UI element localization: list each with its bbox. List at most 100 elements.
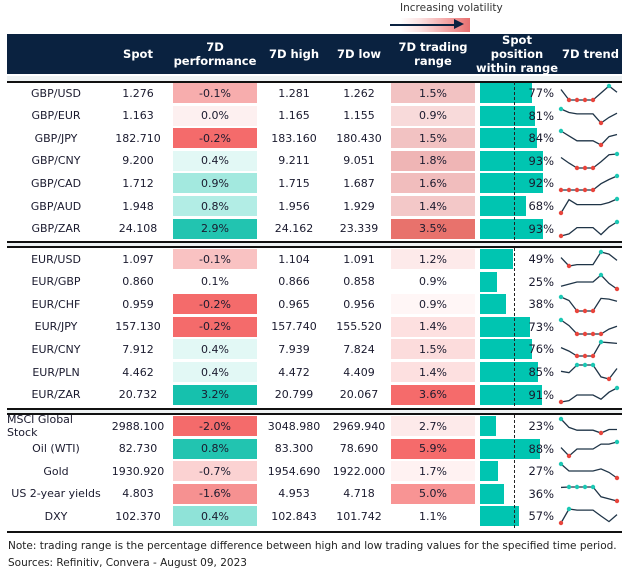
position-bar [480,438,540,459]
high-value: 183.160 [271,131,317,145]
low-value: 1.091 [343,252,375,266]
position-label: 23% [528,419,554,433]
sparkline [560,151,620,170]
performance-cell: 0.0% [173,105,257,126]
spot-value: 1.948 [122,199,154,213]
sparkline [558,294,618,314]
trading-range-cell: 1.5% [391,128,475,149]
high-value: 4.472 [278,365,310,379]
trend-cell [556,272,622,292]
low-value: 2969.940 [332,419,386,433]
min-marker [558,210,564,216]
position-bar [480,218,544,239]
sparkline [560,83,618,103]
sparkline-path [560,296,618,312]
trading-range-cell: 5.0% [391,483,475,504]
volatility-legend-label: Increasing volatility [400,2,503,14]
trend-cell [556,484,622,504]
min-marker [598,430,604,436]
asset-name: GBP/ZAR [31,222,81,236]
high-value: 83.300 [274,442,314,456]
performance-cell: -0.1% [173,83,257,103]
max-marker [582,484,588,489]
trend-cell [556,362,622,382]
spot-position-cell: 25% [478,271,556,292]
low-value: 1.687 [343,176,375,190]
arrow-right-icon [390,24,458,26]
asset-name: EUR/JPY [34,320,78,334]
high-value: 4.953 [278,487,310,501]
section-spacer [7,241,622,247]
max-marker [574,362,580,368]
asset-name: Oil (WTI) [32,442,80,456]
sparkline [558,461,620,481]
high-value: 20.799 [274,388,314,402]
position-bar [480,173,543,194]
sparkline [560,362,618,382]
min-marker [574,188,580,193]
sparkline-path [560,153,618,169]
spot-position-cell: 49% [478,249,556,269]
spot-value: 24.108 [118,222,158,236]
position-bar [480,150,544,171]
asset-name: DXY [44,509,68,523]
position-bar [480,384,542,405]
high-value: 3048.980 [267,419,321,433]
high-value: 9.211 [278,154,310,168]
spot-position-cell: 85% [478,362,556,382]
min-marker [590,308,596,314]
trend-cell [556,219,622,239]
asset-name: EUR/CHF [31,297,81,311]
trading-range-cell: 1.1% [391,506,475,527]
min-marker [614,498,620,503]
trading-range-cell: 0.9% [391,271,475,292]
min-marker [558,399,564,404]
table-row: GBP/ZAR 24.108 2.9% 24.162 23.339 3.5% 93% [7,218,622,240]
trend-cell [556,106,622,126]
midpoint-line [514,415,515,528]
midpoint-line [514,82,515,241]
performance-cell: 0.1% [173,271,257,292]
performance-cell: -2.0% [173,416,257,436]
sparkline [558,507,618,526]
performance-cell: 0.9% [173,173,257,194]
section-divider [7,413,622,415]
spot-value: 82.730 [118,442,158,456]
spot-value: 0.959 [122,297,154,311]
spot-position-cell: 81% [478,105,556,126]
min-marker [582,165,588,170]
table-row: EUR/JPY 157.130 -0.2% 157.740 155.520 1.4% 73% [7,316,622,338]
max-marker [558,461,564,467]
low-value: 180.430 [336,131,382,145]
high-value: 24.162 [274,222,314,236]
trend-cell [556,151,622,171]
position-label: 36% [528,486,554,501]
max-marker [614,439,620,444]
min-marker [574,165,580,170]
trend-cell [556,173,622,193]
max-marker [590,362,596,368]
spot-position-cell: 88% [478,438,556,459]
table-row: GBP/AUD 1.948 0.8% 1.956 1.929 1.4% 68% [7,195,622,217]
min-marker [598,120,604,125]
position-label: 84% [528,131,554,146]
table-row: EUR/CNY 7.912 0.4% 7.939 7.824 1.5% 76% [7,338,622,360]
table-row: Oil (WTI) 82.730 0.8% 83.300 78.690 5.9% 88% [7,438,622,460]
trading-range-cell: 5.9% [391,438,475,459]
min-marker [582,97,588,103]
position-label: 93% [528,221,554,236]
min-marker [582,308,588,314]
position-label: 25% [528,274,554,289]
header-high: 7D high [268,47,320,61]
position-bar [480,294,506,315]
performance-cell: -0.1% [173,249,257,269]
asset-name: EUR/PLN [32,365,80,379]
low-value: 1.262 [343,86,375,100]
asset-name: GBP/EUR [31,109,81,123]
sparkline-path [560,387,618,403]
trend-cell [556,317,622,337]
asset-name: GBP/CNY [31,154,81,168]
sparkline-path [560,130,618,146]
header-perf: 7D performance [173,40,257,68]
